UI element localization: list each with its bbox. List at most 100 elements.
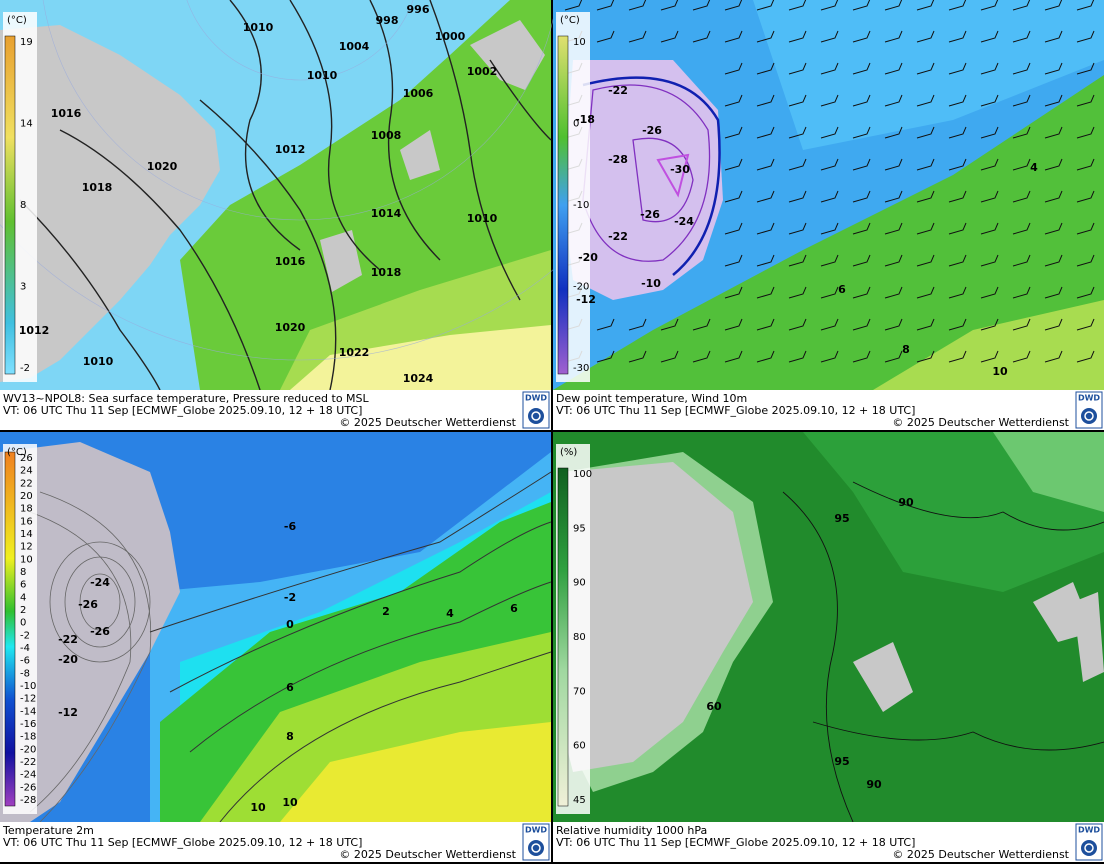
wind-barb: [724, 190, 743, 203]
wind-barb: [1012, 62, 1031, 75]
colorbar-label: 80: [573, 632, 586, 643]
panel-overlay: (°C) 10 0 -10 -20 -30 -22 -26 -28 -30 -26 -24 -22 -18…: [553, 12, 1104, 430]
wind-barb: [884, 158, 903, 171]
wind-barb: [596, 30, 615, 43]
colorbar-label: -10: [573, 200, 589, 211]
contour-label: 1010: [83, 355, 114, 368]
contour-label: 1014: [371, 207, 402, 220]
contour-label: 1024: [403, 372, 434, 385]
contour-label: -24: [674, 215, 694, 228]
colorbar-label: -22: [20, 757, 36, 768]
wind-barb: [852, 222, 871, 235]
colorbar-label: 8: [20, 200, 26, 211]
wind-barb: [788, 254, 807, 267]
graticule: [0, 0, 699, 361]
wind-barb: [756, 126, 775, 139]
wind-barb: [1044, 190, 1063, 203]
land: [563, 462, 753, 772]
wind-barb: [1076, 30, 1095, 43]
contour-label: 8: [902, 343, 910, 356]
wind-barb: [788, 0, 807, 11]
wind-barb: [948, 62, 967, 75]
wind-barb: [820, 94, 839, 107]
wind-barb: [1012, 190, 1031, 203]
contour-label: 1012: [19, 324, 50, 337]
wind-barb: [564, 0, 583, 11]
wind-barb: [724, 222, 743, 235]
colorbar-label: 24: [20, 466, 33, 477]
colorbar-label: 20: [20, 491, 33, 502]
colorbar-label: 4: [20, 592, 26, 603]
wind-barb: [884, 286, 903, 299]
wind-barb: [820, 126, 839, 139]
wind-barb: [660, 0, 679, 11]
contour-label: -2: [284, 591, 296, 604]
colorbar-label: 10: [573, 37, 586, 48]
wind-barb: [852, 158, 871, 171]
wind-barb: [788, 190, 807, 203]
map-field: [290, 325, 551, 390]
wind-barb: [788, 62, 807, 75]
map-field: [553, 75, 1104, 390]
contour-label: -30: [670, 163, 690, 176]
panel: [0, 432, 552, 823]
colorbar-label: 14: [20, 529, 33, 540]
wind-barb: [820, 222, 839, 235]
wind-barb: [788, 286, 807, 299]
contour-label: -28: [608, 153, 628, 166]
wind-barb: [1044, 286, 1063, 299]
panel: [0, 0, 699, 391]
wind-barb: [1012, 350, 1031, 363]
logo-swirl: [1084, 411, 1094, 421]
wind-barb: [1076, 0, 1095, 11]
contour-label: 4: [1030, 161, 1038, 174]
colorbar-label: -20: [20, 744, 36, 755]
wind-barb: [916, 126, 935, 139]
contour-label: -20: [578, 251, 598, 264]
wind-barb: [820, 62, 839, 75]
wind-barb: [788, 94, 807, 107]
wind-barb: [1012, 94, 1031, 107]
wind-barb: [820, 318, 839, 331]
logo-swirl: [1084, 843, 1094, 853]
wind-barb: [724, 158, 743, 171]
land: [320, 20, 545, 292]
wind-barb: [980, 30, 999, 43]
wind-barb: [596, 0, 615, 11]
contour-label: 4: [446, 607, 454, 620]
wind-barb: [788, 30, 807, 43]
colorbar-label: 10: [20, 554, 33, 565]
wind-barb: [884, 190, 903, 203]
wind-barb: [1044, 0, 1063, 11]
wind-barb: [596, 350, 615, 363]
wind-barb: [1044, 94, 1063, 107]
colorbar-label: 22: [20, 478, 33, 489]
wind-barb: [756, 190, 775, 203]
wind-barb: [724, 318, 743, 331]
contours: [149, 471, 552, 823]
colorbar-unit: (°C): [560, 15, 580, 26]
wind-barb: [1012, 158, 1031, 171]
logo-swirl: [531, 843, 541, 853]
contour-label: 2: [382, 605, 390, 618]
contour-label: 60: [706, 700, 722, 713]
wind-barb: [1076, 318, 1095, 331]
wind-barb: [1044, 222, 1063, 235]
caption-bar: [0, 390, 551, 430]
contour-label: 1012: [275, 143, 306, 156]
wind-barb: [1012, 254, 1031, 267]
wind-barb: [628, 0, 647, 11]
land: [853, 582, 1104, 712]
wind-barb: [820, 158, 839, 171]
caption-title: Dew point temperature, Wind 10m: [556, 392, 747, 405]
wind-barb: [1012, 30, 1031, 43]
colorbar: [4, 451, 16, 807]
wind-barb: [852, 94, 871, 107]
wind-barb: [788, 350, 807, 363]
wind-barb: [820, 350, 839, 363]
contour-label: 6: [286, 681, 294, 694]
colorbar-label: 90: [573, 578, 586, 589]
wind-barb: [788, 318, 807, 331]
wind-barb: [724, 62, 743, 75]
